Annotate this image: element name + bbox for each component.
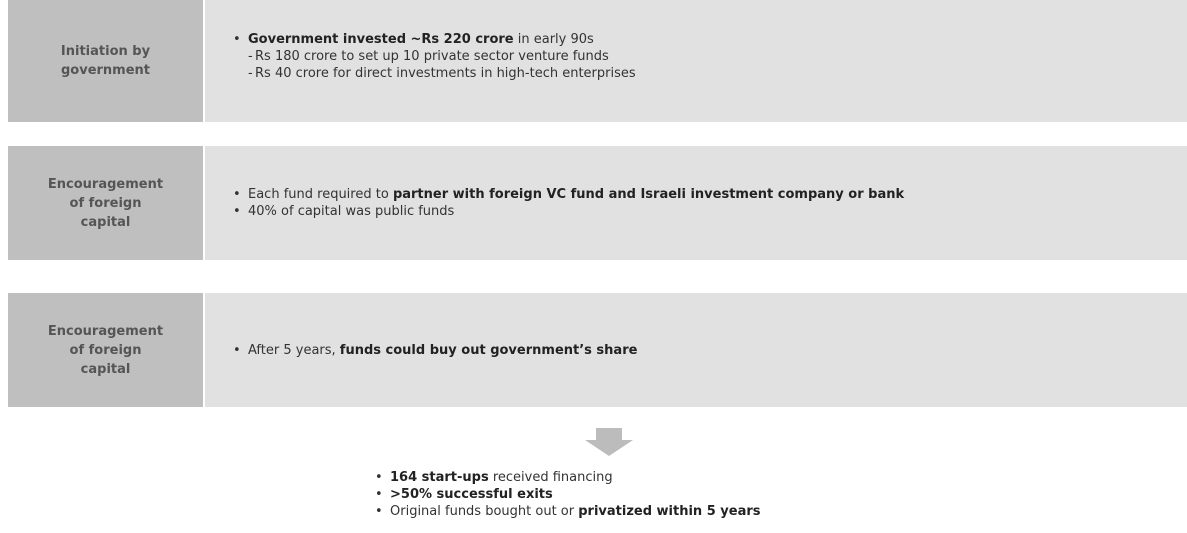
row-content: Government invested ~Rs 220 crore in ear… (205, 0, 1187, 122)
row-label: Initiation by government (8, 0, 203, 122)
row: Encouragement of foreign capital Each fun… (8, 146, 1187, 260)
row: Encouragement of foreign capital After 5 … (8, 293, 1187, 407)
text-segment: received financing (488, 470, 613, 485)
arrow-shape (585, 428, 633, 456)
text-segment: Each fund required to (248, 187, 393, 202)
row-label: Encouragement of foreign capital (8, 146, 203, 260)
text-segment: >50% successful exits (390, 487, 553, 502)
text-segment: Original funds bought out or (390, 504, 579, 519)
text-segment: partner with foreign VC fund and Israeli… (392, 187, 905, 202)
text-segment: in early 90s (513, 32, 594, 47)
bullet: Government invested ~Rs 220 crore in ear… (233, 31, 1187, 48)
row-label: Encouragement of foreign capital (8, 293, 203, 407)
text-segment: funds could buy out government’s share (339, 342, 638, 358)
arrow (585, 428, 633, 456)
bullet: After 5 years, funds could buy out gover… (233, 342, 1187, 359)
text-segment: privatized within 5 years (578, 504, 761, 519)
sub-bullet: Rs 180 crore to set up 10 private sector… (233, 48, 1187, 65)
bullet: Each fund required to partner with forei… (233, 186, 1187, 203)
bullet: 40% of capital was public funds (233, 203, 1187, 220)
sub-bullet: Rs 40 crore for direct investments in hi… (233, 65, 1187, 82)
results: 164 start-ups received financing>50% suc… (375, 469, 761, 520)
row-content: Each fund required to partner with forei… (205, 146, 1187, 260)
bullet: Original funds bought out or privatized … (375, 503, 761, 520)
text-segment: 164 start-ups (390, 470, 489, 485)
bullet: 164 start-ups received financing (375, 469, 761, 486)
text-segment: Government invested ~Rs 220 crore (248, 32, 514, 47)
text-segment: 40% of capital was public funds (248, 204, 455, 219)
row-content: After 5 years, funds could buy out gover… (205, 293, 1187, 407)
bullet: >50% successful exits (375, 486, 761, 503)
text-segment: After 5 years, (248, 342, 340, 358)
row: Initiation by government Government inves… (8, 0, 1187, 122)
